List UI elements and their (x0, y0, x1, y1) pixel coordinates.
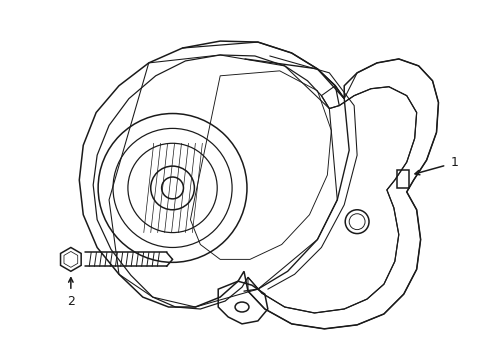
Text: 1: 1 (449, 156, 457, 168)
Text: 2: 2 (67, 295, 75, 308)
